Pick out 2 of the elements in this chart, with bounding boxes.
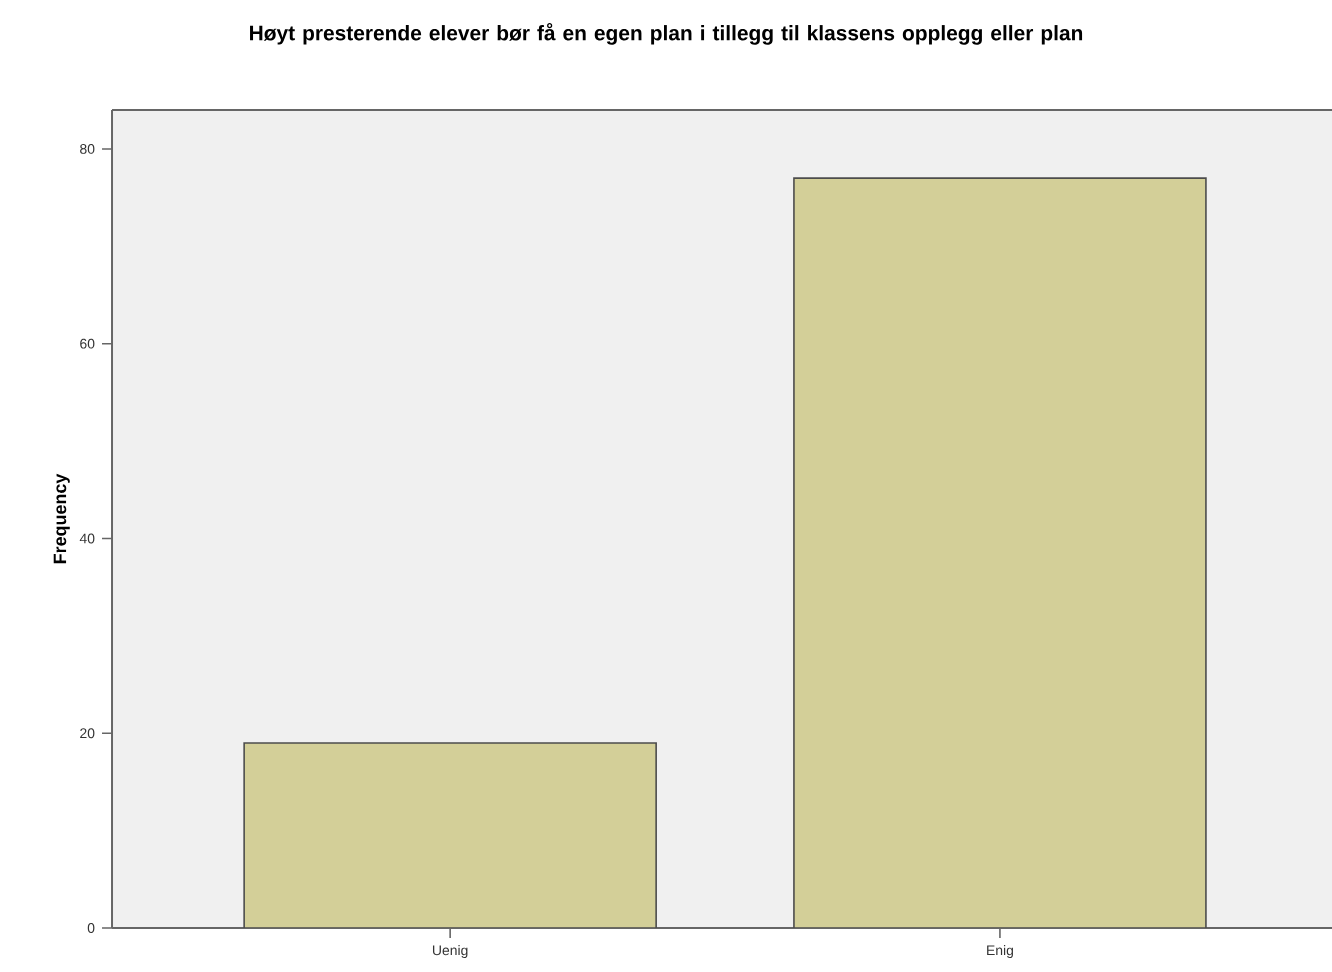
y-axis-title: Frequency (53, 473, 70, 564)
chart-title: Høyt presterende elever bør få en egen plan i tillegg til klassens opplegg eller plan (250, 23, 1083, 45)
